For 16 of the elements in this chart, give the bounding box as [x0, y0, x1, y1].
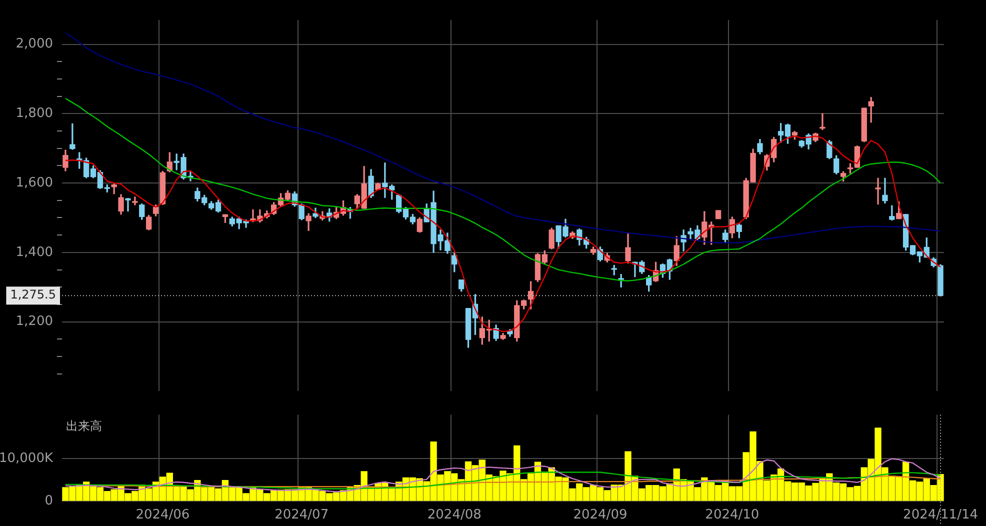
- x-tick-label: 2024/09: [573, 507, 628, 522]
- ref-line-label: 1,275.5: [10, 288, 56, 302]
- candlestick: [715, 210, 722, 220]
- y-tick-label: 1,600: [16, 175, 53, 190]
- y-tick-label: 1,400: [16, 244, 53, 260]
- x-tick-label: 2024/07: [274, 507, 329, 522]
- x-tick-label: 2024/06: [136, 507, 190, 522]
- x-tick-label: 2024/11/14: [903, 507, 978, 522]
- x-tick-label: 2024/08: [427, 507, 482, 522]
- chart-title: 出来高: [66, 418, 102, 433]
- y-tick-label: 1,800: [16, 106, 53, 122]
- y-tick-label: 10,000K: [0, 451, 54, 466]
- x-tick-label: 2024/10: [705, 507, 760, 522]
- y-tick-label: 2,000: [16, 36, 53, 52]
- y-tick-label: 1,200: [16, 314, 53, 330]
- y-tick-label: 0: [44, 493, 53, 508]
